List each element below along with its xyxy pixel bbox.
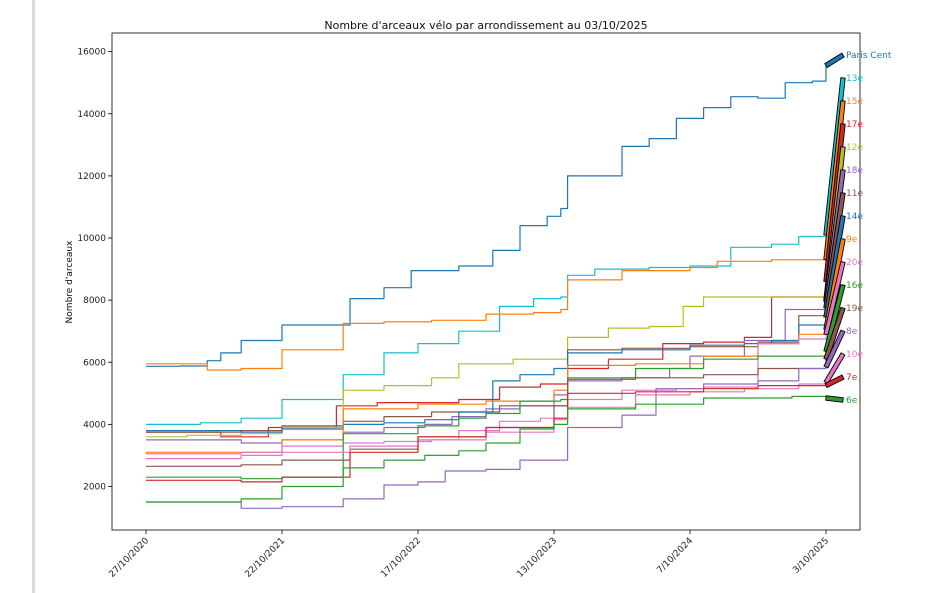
y-tick-label: 8000 (83, 296, 106, 306)
y-tick-label: 2000 (83, 483, 106, 493)
series-label: 10e (846, 350, 863, 360)
y-axis: 2000 4000 6000 8000 10000 12000 14000 16000 (77, 48, 112, 493)
series-label: 15e (846, 97, 863, 107)
y-tick-label: 16000 (77, 48, 106, 58)
series-end-marker (825, 395, 844, 403)
plot-area (111, 32, 861, 531)
x-axis: 27/10/2020 22/10/2021 17/10/2022 13/10/2023… (107, 530, 831, 580)
series-line (146, 395, 827, 503)
series-end-marker (823, 306, 846, 361)
series-line (146, 334, 827, 455)
series-label: 9e (846, 235, 858, 245)
x-tick-label: 7/10/2024 (655, 536, 695, 576)
series-line (146, 65, 827, 367)
series-line (146, 296, 827, 438)
series-label: 17e (846, 120, 863, 130)
end-markers (823, 52, 846, 403)
series-label: 19e (846, 304, 863, 314)
series-labels: Paris Cent 13e 15e 17e 12e 18e 11e 14e 9e 20e 16e 1… (846, 51, 892, 406)
series-label: 16e (846, 281, 863, 291)
x-tick-label: 17/10/2022 (379, 536, 423, 580)
series-line (146, 259, 826, 371)
series-line (146, 385, 826, 483)
series-label: 11e (846, 189, 863, 199)
series-lines (146, 65, 827, 509)
series-end-marker (824, 52, 845, 69)
series-end-marker (823, 260, 846, 336)
series-end-marker (823, 283, 846, 353)
series-label: 18e (846, 166, 863, 176)
page-left-rule (32, 0, 35, 593)
series-end-marker (823, 352, 846, 385)
series-label: Paris Cent (846, 51, 892, 61)
series-label: 6e (846, 396, 858, 406)
x-tick-label: 27/10/2020 (107, 536, 151, 580)
chart-title: Nombre d'arceaux vélo par arrondissement… (324, 19, 647, 32)
series-label: 12e (846, 143, 863, 153)
x-tick-label: 22/10/2021 (243, 536, 287, 580)
series-label: 14e (846, 212, 863, 222)
y-tick-label: 10000 (77, 234, 106, 244)
y-tick-label: 12000 (77, 172, 106, 182)
series-end-marker (823, 329, 846, 369)
y-tick-label: 14000 (77, 110, 106, 120)
series-label: 20e (846, 258, 863, 268)
x-tick-label: 13/10/2023 (515, 536, 559, 580)
y-tick-label: 6000 (83, 358, 106, 368)
series-label: 8e (846, 327, 858, 337)
series-line (146, 234, 827, 425)
series-label: 7e (846, 373, 858, 383)
y-axis-label: Nombre d'arceaux (65, 240, 75, 324)
x-tick-label: 3/10/2025 (791, 536, 831, 576)
y-tick-label: 4000 (83, 420, 106, 430)
series-label: 13e (846, 74, 863, 84)
series-end-marker (824, 374, 845, 389)
series-line (146, 366, 827, 509)
